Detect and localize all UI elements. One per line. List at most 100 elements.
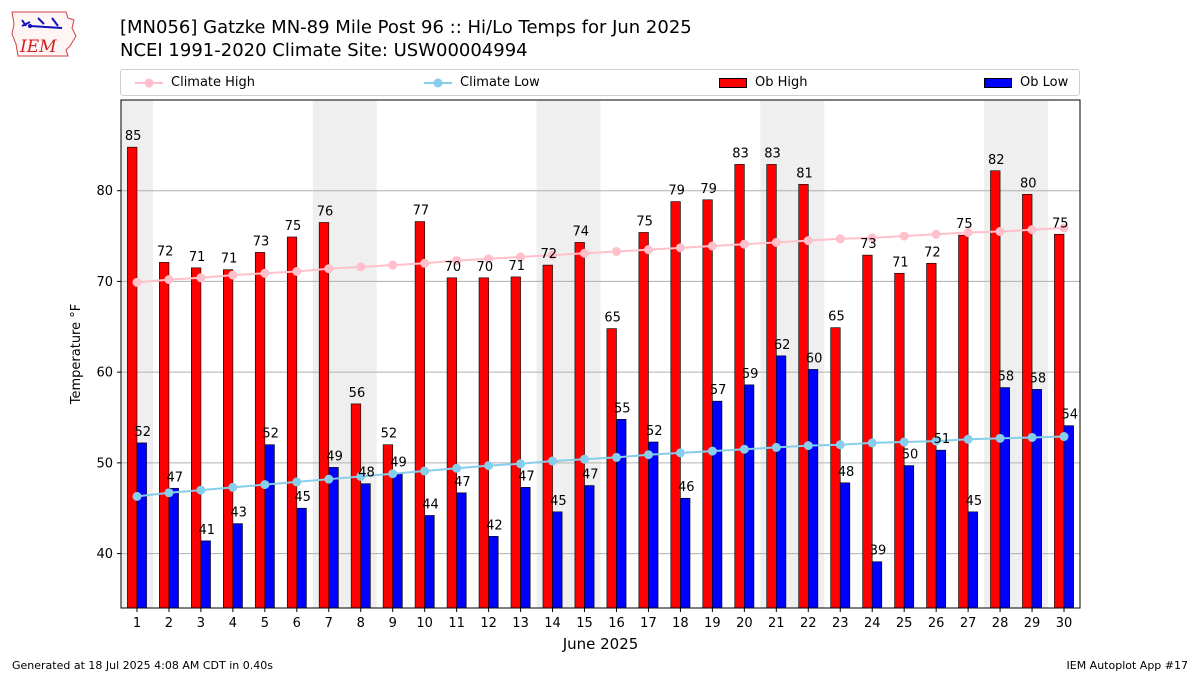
ob-high-bar [798, 184, 809, 609]
ob-high-label: 73 [253, 234, 270, 249]
ob-high-swatch-icon [719, 77, 747, 88]
ob-high-bar [350, 403, 362, 609]
climate-low-point [835, 440, 845, 450]
ob-low-label: 62 [774, 338, 791, 353]
x-tick-label: 23 [832, 616, 849, 631]
ob-high-bar [478, 277, 489, 609]
legend-item-climate-low: Climate Low [424, 70, 540, 95]
ob-low-label: 45 [294, 490, 311, 505]
ob-high-label: 72 [540, 247, 557, 262]
ob-high-label: 75 [956, 217, 973, 232]
climate-high-point [228, 270, 238, 280]
x-tick-label: 6 [293, 616, 301, 631]
ob-low-bar [999, 387, 1010, 609]
legend-label-ob-low: Ob Low [1020, 75, 1069, 90]
ob-high-bar [766, 164, 777, 609]
x-tick-label: 1 [133, 616, 141, 631]
legend-label-climate-high: Climate High [171, 75, 256, 90]
ob-low-label: 47 [518, 469, 535, 484]
ob-high-bar [191, 267, 202, 609]
climate-low-line [136, 435, 1065, 498]
ob-low-bar [296, 507, 307, 609]
climate-low-point [196, 485, 206, 495]
ob-high-label: 75 [285, 219, 302, 234]
ob-low-bar [136, 442, 147, 609]
plot-frame [120, 99, 1081, 609]
ob-high-bar [670, 201, 681, 609]
x-tick-label: 7 [325, 616, 333, 631]
climate-low-point [675, 448, 685, 458]
climate-low-point [292, 477, 302, 487]
ob-low-label: 52 [135, 425, 152, 440]
climate-high-point [1059, 223, 1069, 233]
climate-low-point [1027, 432, 1037, 442]
ob-low-label: 42 [486, 518, 503, 533]
ob-high-label: 74 [572, 224, 589, 239]
legend: Climate High Climate Low Ob High Ob Low [120, 69, 1080, 96]
ob-low-label: 49 [390, 456, 407, 471]
ob-high-bar [542, 264, 553, 609]
climate-high-point [739, 239, 749, 249]
ob-low-bar [168, 487, 179, 609]
ob-low-label: 60 [806, 351, 823, 366]
ob-low-label: 58 [998, 370, 1015, 385]
ob-low-label: 55 [614, 401, 631, 416]
climate-high-point [452, 256, 462, 266]
legend-item-ob-high: Ob High [719, 70, 808, 95]
ob-low-bar [424, 515, 435, 609]
climate-high-point [324, 264, 334, 274]
ob-low-label: 41 [198, 523, 215, 538]
y-tick-label: 80 [96, 184, 113, 199]
ob-high-label: 83 [732, 146, 749, 161]
ob-low-bar [392, 473, 403, 609]
climate-high-point [292, 266, 302, 276]
climate-low-point [260, 480, 270, 490]
climate-low-point [995, 433, 1005, 443]
ob-high-label: 70 [445, 260, 462, 275]
x-tick-label: 4 [229, 616, 237, 631]
x-tick-label: 9 [389, 616, 397, 631]
climate-high-point [1027, 225, 1037, 235]
x-tick-label: 21 [768, 616, 785, 631]
ob-low-bar [488, 536, 499, 609]
ob-high-bar [638, 232, 649, 609]
ob-low-label: 47 [454, 475, 471, 490]
ob-high-bar [1022, 194, 1033, 609]
x-tick-label: 18 [672, 616, 689, 631]
ob-low-bar [200, 540, 211, 609]
ob-low-label: 44 [422, 497, 439, 512]
x-tick-label: 5 [261, 616, 269, 631]
ob-high-label: 85 [125, 129, 142, 144]
ob-low-bar [935, 449, 947, 609]
ob-high-label: 73 [860, 237, 877, 252]
climate-low-point [580, 454, 590, 464]
climate-high-point [643, 245, 653, 255]
x-tick-label: 26 [928, 616, 945, 631]
ob-high-bar [127, 146, 138, 609]
ob-low-bar [616, 419, 627, 609]
ob-high-label: 82 [988, 153, 1005, 168]
climate-high-point [771, 237, 781, 247]
x-tick-label: 29 [1024, 616, 1041, 631]
ob-high-label: 81 [796, 166, 813, 181]
ob-high-bar [414, 221, 425, 609]
ob-high-bar [606, 328, 617, 609]
climate-high-point [835, 234, 845, 244]
ob-low-bar [328, 467, 339, 609]
x-tick-label: 16 [608, 616, 625, 631]
climate-high-point [484, 254, 494, 264]
climate-high-point [260, 268, 270, 278]
ob-low-label: 52 [262, 427, 279, 442]
ob-high-label: 70 [477, 260, 494, 275]
climate-low-point [228, 482, 238, 492]
ob-high-label: 80 [1020, 176, 1037, 191]
ob-low-bar [871, 561, 883, 609]
x-tick-label: 20 [736, 616, 753, 631]
ob-low-bar [1063, 425, 1074, 609]
ob-high-bar [318, 222, 330, 609]
climate-low-point [132, 491, 142, 501]
climate-high-point [675, 243, 685, 253]
climate-high-point [580, 248, 590, 258]
ob-low-label: 59 [742, 367, 759, 382]
climate-high-line [136, 226, 1065, 284]
